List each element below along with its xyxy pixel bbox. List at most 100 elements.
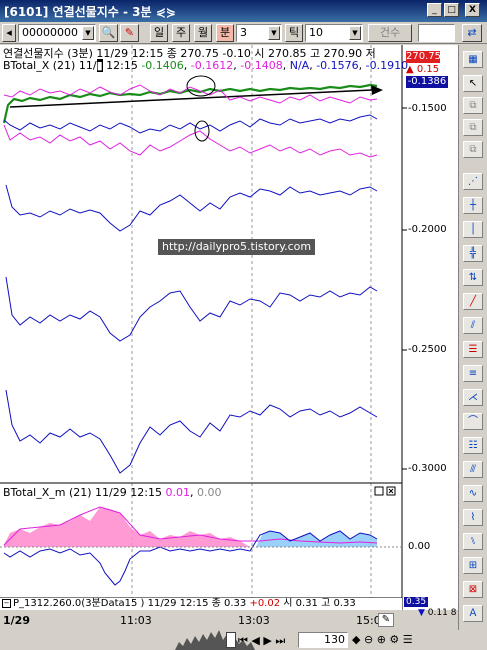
copy-icon[interactable]: ⧉ bbox=[463, 119, 483, 136]
price-header: 연결선물지수 (3분) 11/29 12:15 종 270.75 -0.10 시… bbox=[3, 47, 376, 60]
chevron-down-icon[interactable]: ▼ bbox=[268, 26, 280, 40]
btotal-header: BTotal_X (21) 11/▮ 12:15 -0.1406, -0.161… bbox=[3, 59, 409, 72]
btotal-v5: -0.1576 bbox=[316, 59, 359, 72]
down-value: 0.11 bbox=[427, 608, 448, 618]
minute-value: 3 bbox=[240, 26, 247, 39]
up-down-icon[interactable]: ⇅ bbox=[463, 269, 483, 286]
time-label: 1/29 bbox=[3, 614, 30, 627]
chevron-down-icon[interactable]: ▼ bbox=[349, 26, 361, 40]
code-value: 00000000 bbox=[22, 26, 78, 39]
count-button[interactable]: 건수 bbox=[368, 24, 412, 42]
last-icon[interactable]: ⏭ bbox=[275, 634, 286, 647]
parallel-line-icon[interactable]: ⫽ bbox=[463, 317, 483, 334]
move-icon[interactable]: ⧉ bbox=[463, 97, 483, 114]
list-icon[interactable]: ☰ bbox=[402, 633, 413, 646]
y-axis-tick: -0.3000 bbox=[408, 463, 447, 474]
refresh-icon[interactable]: ⇄ bbox=[462, 24, 482, 42]
zoom-out-icon[interactable]: ⊖ bbox=[363, 633, 374, 646]
minute-select[interactable]: 3 ▼ bbox=[236, 24, 282, 42]
chevron-down-icon[interactable]: ▼ bbox=[82, 26, 94, 40]
delete-icon[interactable]: ⊠ bbox=[463, 581, 483, 598]
next-icon[interactable]: ▶ bbox=[263, 634, 272, 647]
current-value-badge: -0.1386 bbox=[406, 76, 448, 88]
zigzag-icon[interactable]: ⋰ bbox=[463, 173, 483, 190]
drawing-toolbar: ▦ ↖ ⧉ ⧉ ⧉ ⋰ ┼ │ ╬ ⇅ ╱ ⫽ ☰ ≡ ⋌ ⌒ ☷ ⫻ ∿ ⌇ … bbox=[458, 45, 487, 630]
blue-series-upper bbox=[3, 114, 378, 134]
annotation-circle bbox=[186, 75, 216, 97]
prev-arrow-icon[interactable]: ◂ bbox=[2, 24, 16, 42]
gann-icon[interactable]: ⊞ bbox=[463, 557, 483, 574]
magenta-series-upper bbox=[3, 84, 378, 104]
zoom-in-icon[interactable]: ⊕ bbox=[376, 633, 386, 646]
scroll-count-input[interactable]: 130 bbox=[298, 632, 348, 648]
time-label: 11:03 bbox=[120, 614, 152, 627]
text-icon[interactable]: Ａ bbox=[463, 605, 483, 622]
extra-value: 8 bbox=[450, 608, 457, 618]
indicator-change: +0.02 bbox=[249, 598, 281, 609]
sub-header-v2: 0.00 bbox=[196, 486, 222, 499]
magenta-sub-line bbox=[3, 506, 378, 546]
title-bar: [6101] 연결선물지수 - 3분 ⋞⋟ _ □ X bbox=[0, 0, 487, 22]
y-axis-tick: -0.1500 bbox=[408, 103, 447, 114]
week-button[interactable]: 주 bbox=[172, 24, 190, 42]
green-series-line bbox=[2, 83, 378, 124]
blue-series-mid-1 bbox=[5, 184, 378, 232]
fibonacci-icon[interactable]: ☰ bbox=[463, 341, 483, 358]
chart-area[interactable]: 연결선물지수 (3분) 11/29 12:15 종 270.75 -0.10 시… bbox=[0, 45, 458, 610]
close-button[interactable]: X bbox=[465, 3, 480, 17]
tick-select[interactable]: 10 ▼ bbox=[305, 24, 363, 42]
y-axis-tick: -0.2500 bbox=[408, 344, 447, 355]
minimize-button[interactable]: _ bbox=[427, 3, 442, 17]
grid-icon[interactable]: ☷ bbox=[463, 437, 483, 454]
sub-chart-header: BTotal_X_m (21) 11/29 12:15 0.01, 0.00 bbox=[3, 486, 222, 499]
time-label: 13:03 bbox=[238, 614, 270, 627]
zoom-controls: ◆ ⊖ ⊕ ⚙ ☰ bbox=[352, 633, 413, 646]
btotal-v6: -0.1910 bbox=[365, 59, 409, 72]
scroll-thumb[interactable] bbox=[226, 632, 236, 648]
minute-button[interactable]: 분 bbox=[216, 24, 234, 42]
horizontal-line-icon[interactable]: ┼ bbox=[463, 197, 483, 214]
andrews-icon[interactable]: ⑊ bbox=[463, 533, 483, 550]
annotation-circle bbox=[194, 120, 210, 142]
cross-line-icon[interactable]: ╬ bbox=[463, 245, 483, 262]
search-icon[interactable]: 🔍 bbox=[99, 24, 118, 42]
sub-header-v1: 0.01 bbox=[165, 486, 190, 499]
vertical-line-icon[interactable]: │ bbox=[463, 221, 483, 238]
price-badge: 270.75 bbox=[406, 51, 441, 63]
cursor-icon[interactable]: ↖ bbox=[463, 75, 483, 92]
cycle-icon[interactable]: ∿ bbox=[463, 485, 483, 502]
blue-series-lower bbox=[5, 389, 378, 474]
minimize-panel-icon[interactable] bbox=[374, 486, 384, 496]
tick-button[interactable]: 틱 bbox=[285, 24, 303, 42]
scroll-nav: ⏮ ◀ ▶ ⏭ bbox=[238, 634, 285, 648]
day-button[interactable]: 일 bbox=[150, 24, 168, 42]
paste-icon[interactable]: ⧉ bbox=[463, 141, 483, 158]
indicator-text: P_1312.260.0(3분Data15 ) 11/29 12:15 종 0.… bbox=[13, 598, 250, 609]
fan-icon[interactable]: ⋌ bbox=[463, 389, 483, 406]
channel-icon[interactable]: ⫻ bbox=[463, 461, 483, 478]
change-label: ▲ 0.15 bbox=[406, 64, 440, 75]
trend-line-icon[interactable]: ╱ bbox=[463, 293, 483, 310]
month-button[interactable]: 월 bbox=[194, 24, 212, 42]
edit-icon[interactable]: ✎ bbox=[378, 613, 394, 627]
code-input[interactable]: 00000000 ▼ bbox=[18, 24, 96, 42]
restore-button[interactable]: □ bbox=[444, 3, 459, 17]
prev-icon[interactable]: ◀ bbox=[251, 634, 260, 647]
watermark-label: http://dailypro5.tistory.com bbox=[158, 239, 316, 255]
pin-icon[interactable]: ✎ bbox=[120, 24, 139, 42]
time-axis-bar: 1/29 11:03 13:03 15:0 ✎ ▼ 0.11 8 ⏮ ◀ ▶ ⏭… bbox=[0, 608, 458, 650]
layout-icon[interactable]: ▦ bbox=[463, 51, 483, 68]
down-value-label: ▼ 0.11 8 bbox=[418, 608, 457, 618]
arc-icon[interactable]: ⌒ bbox=[463, 413, 483, 430]
spin-icon[interactable]: ◆ bbox=[352, 633, 361, 646]
indicator-rest: 시 0.31 고 0.33 bbox=[280, 598, 356, 609]
count-input[interactable] bbox=[418, 24, 455, 42]
retracement-icon[interactable]: ≡ bbox=[463, 365, 483, 382]
sub-axis-label: 0.00 bbox=[408, 541, 431, 552]
indicator-right: 0.35 bbox=[404, 597, 429, 607]
settings-icon[interactable]: ⚙ bbox=[389, 633, 400, 646]
pink-area bbox=[4, 507, 250, 547]
change-value: 0.15 bbox=[416, 64, 440, 75]
wave-icon[interactable]: ⌇ bbox=[463, 509, 483, 526]
first-icon[interactable]: ⏮ bbox=[238, 634, 248, 647]
